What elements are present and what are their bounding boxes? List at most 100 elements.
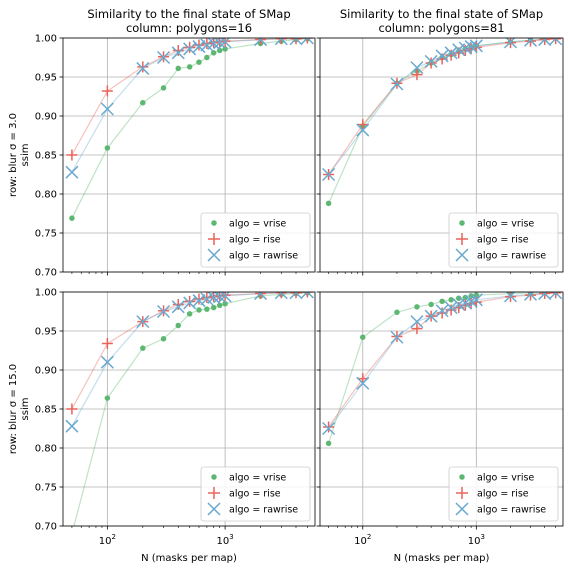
legend-label-vrise: algo = vrise	[229, 473, 286, 484]
plot-area	[322, 292, 563, 447]
x-axis-label: N (masks per map)	[141, 553, 237, 564]
y-tick-label: 0.70	[35, 268, 57, 279]
data-point-rawrise	[136, 315, 150, 329]
legend-marker-rawrise	[455, 248, 469, 262]
legend-marker-vrise	[459, 220, 465, 226]
y-tick-label: 0.75	[35, 483, 57, 494]
legend-marker-vrise	[459, 474, 465, 480]
data-point-rawrise	[218, 38, 232, 49]
legend-label-vrise: algo = vrise	[477, 473, 534, 484]
data-point-vrise	[140, 99, 146, 106]
y-tick-label: 0.85	[35, 405, 57, 416]
data-point-vrise	[216, 302, 223, 309]
legend-box	[200, 466, 311, 522]
data-point-rawrise	[424, 54, 438, 68]
legend-box	[448, 212, 559, 268]
legend: algo = vrise algo = rise algo = rawrise	[448, 466, 559, 522]
data-point-rawrise	[523, 38, 538, 47]
data-point-rawrise	[274, 292, 288, 300]
row-label: row: blur σ = 15.0	[8, 364, 19, 454]
data-point-rawrise	[503, 38, 518, 49]
legend-marker-rawrise	[455, 502, 469, 516]
data-point-rise	[323, 421, 335, 433]
y-tick-label: 1.00	[35, 34, 57, 45]
data-point-rawrise	[274, 38, 288, 46]
data-point-rawrise	[207, 38, 221, 50]
data-point-rawrise	[469, 293, 483, 307]
data-point-rawrise	[157, 304, 171, 319]
data-point-rawrise	[254, 38, 268, 47]
data-point-rawrise	[356, 376, 370, 390]
data-point-vrise	[160, 336, 167, 342]
data-point-rawrise	[538, 292, 552, 301]
data-point-rawrise	[213, 38, 227, 50]
data-point-rise	[66, 149, 78, 161]
data-point-rawrise	[213, 292, 227, 304]
data-point-vrise	[448, 297, 454, 303]
row-label: row: blur σ = 3.0	[8, 113, 19, 197]
data-point-vrise	[210, 304, 217, 311]
legend-label-rawrise: algo = rawrise	[477, 505, 546, 516]
data-point-rise	[425, 57, 437, 69]
data-point-vrise	[360, 334, 366, 340]
data-point-rawrise	[192, 294, 206, 308]
y-tick-label: 0.70	[35, 522, 57, 533]
data-point-rise	[193, 293, 205, 305]
legend-label-vrise: algo = vrise	[229, 219, 286, 230]
legend-marker-rise	[456, 487, 468, 499]
data-point-rise	[459, 44, 471, 56]
legend-marker-rawrise	[207, 248, 221, 262]
plot-area	[65, 292, 314, 526]
data-point-rise	[445, 49, 457, 61]
data-point-rawrise	[322, 167, 336, 182]
data-point-rawrise	[549, 292, 563, 300]
y-tick-label: 0.80	[35, 444, 57, 455]
data-point-vrise	[69, 215, 75, 221]
x-axis-label: N (masks per map)	[394, 553, 490, 564]
data-point-vrise	[439, 298, 445, 305]
data-point-vrise	[204, 54, 210, 61]
data-point-rawrise	[300, 38, 314, 45]
data-point-rawrise	[322, 421, 336, 436]
data-point-vrise	[394, 309, 400, 316]
data-point-vrise	[175, 65, 182, 72]
data-point-rise	[193, 39, 205, 51]
data-point-rise	[411, 323, 423, 335]
data-point-rawrise	[289, 38, 303, 46]
data-point-rawrise	[444, 46, 458, 60]
legend-label-rise: algo = rise	[229, 489, 281, 500]
data-point-rawrise	[356, 123, 370, 137]
data-point-rawrise	[464, 294, 478, 308]
data-point-vrise	[468, 293, 474, 299]
legend-marker-rawrise	[207, 502, 221, 516]
data-point-vrise	[186, 311, 193, 317]
x-tick-label: 102	[99, 533, 116, 547]
legend-marker-vrise	[211, 474, 217, 480]
data-point-vrise	[428, 301, 434, 308]
y-tick-label: 0.90	[35, 112, 57, 123]
data-point-rawrise	[254, 292, 268, 301]
data-point-rawrise	[207, 292, 221, 304]
data-point-rawrise	[410, 61, 424, 75]
data-point-rise	[301, 292, 313, 298]
data-point-vrise	[196, 59, 202, 65]
legend: algo = vrise algo = rise algo = rawrise	[200, 212, 311, 268]
x-tick-label: 103	[217, 533, 234, 547]
data-point-vrise	[186, 64, 193, 70]
data-point-rise	[357, 119, 369, 131]
legend-box	[200, 212, 311, 268]
x-tick-label: 103	[468, 533, 485, 547]
legend-marker-rise	[208, 233, 220, 245]
data-point-rawrise	[218, 292, 232, 303]
panel-2: 0.70 0.75 0.80 0.85 0.90 0.95 1.00 102 103 row: b…	[8, 288, 316, 564]
data-point-rawrise	[65, 165, 79, 179]
data-point-rawrise	[171, 46, 185, 60]
data-point-rawrise	[192, 40, 206, 54]
data-point-rawrise	[300, 292, 314, 299]
data-point-rise	[66, 403, 78, 415]
legend-label-rawrise: algo = rawrise	[477, 251, 546, 262]
plot-area	[65, 38, 314, 221]
data-point-rawrise	[503, 292, 518, 303]
y-axis-label: ssim	[20, 144, 31, 167]
panel-title: column: polygons=16	[126, 21, 252, 35]
